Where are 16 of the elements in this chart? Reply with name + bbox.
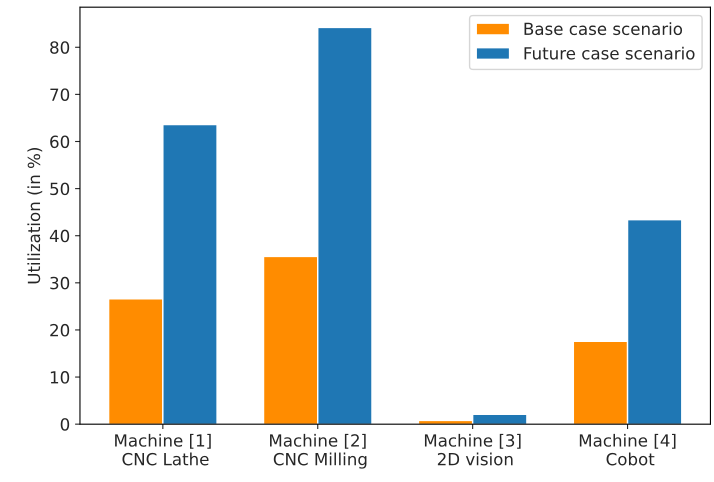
y-tick-label: 10 xyxy=(50,371,70,384)
y-axis-title: Utilization (in %) xyxy=(27,148,42,284)
y-tick-label: 50 xyxy=(50,182,70,196)
legend-label: Base case scenario xyxy=(524,22,682,36)
y-tick-label: 30 xyxy=(50,276,70,290)
x-tick-label: Machine [2] CNC Milling xyxy=(270,434,366,469)
legend-label: Future case scenario xyxy=(524,46,695,60)
y-tick-label: 80 xyxy=(50,41,70,54)
y-tick-label: 0 xyxy=(60,418,70,431)
x-tick-label: Machine [1] CNC Lathe xyxy=(115,434,211,466)
y-tick-label: 70 xyxy=(50,88,70,101)
y-tick-label: 60 xyxy=(50,135,70,148)
y-tick-label: 20 xyxy=(50,324,70,337)
x-tick-label: Machine [4] Cobot xyxy=(580,434,676,466)
y-tick-label: 40 xyxy=(50,230,70,242)
x-tick-label: Machine [3] 2D vision xyxy=(424,434,521,466)
